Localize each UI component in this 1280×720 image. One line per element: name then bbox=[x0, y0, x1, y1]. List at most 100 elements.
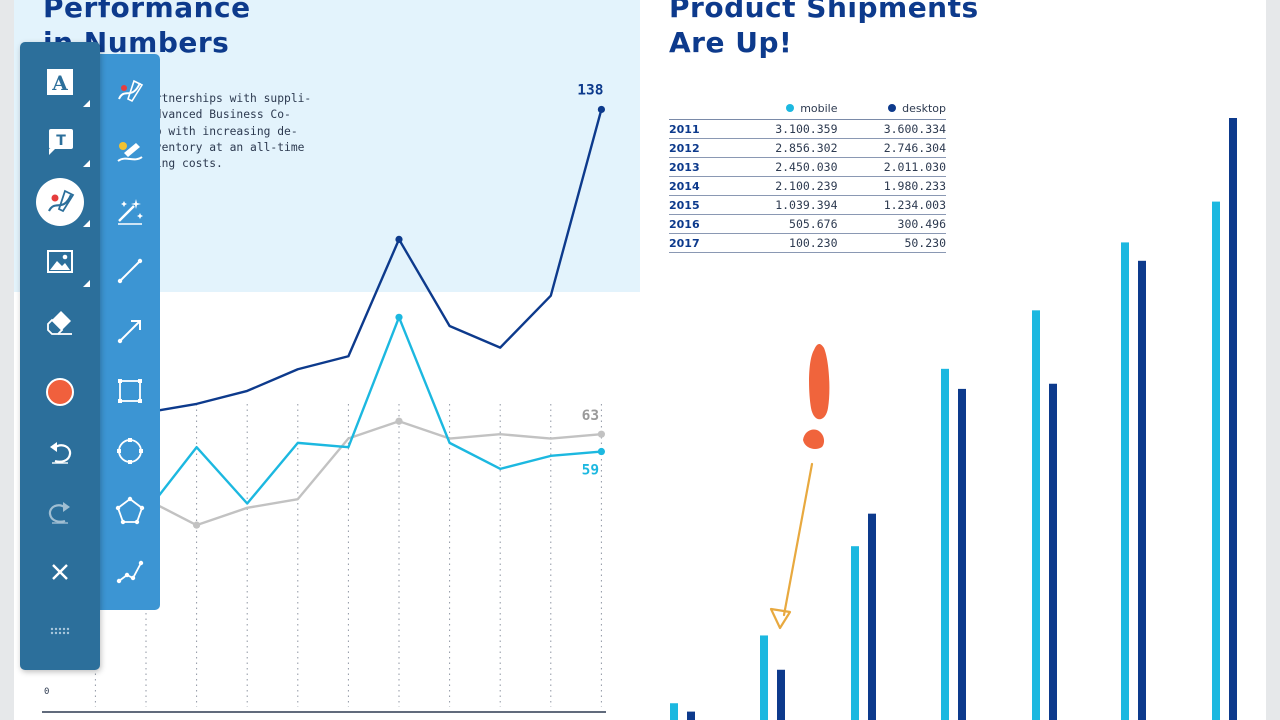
annotation-arrow-shaft bbox=[782, 462, 814, 617]
table-row: 2014 2.100.239 1.980.233 bbox=[669, 176, 946, 196]
right-title-line1: Product Shipments bbox=[669, 0, 979, 24]
pen-draw-tool[interactable] bbox=[110, 71, 150, 111]
svg-text:A: A bbox=[51, 71, 68, 95]
pen-tool-more[interactable] bbox=[83, 220, 90, 227]
annotation-exclamation bbox=[803, 344, 830, 449]
text-icon: A bbox=[47, 69, 73, 95]
text-tool[interactable]: A bbox=[40, 62, 90, 107]
polygon-tool[interactable] bbox=[110, 491, 150, 531]
image-icon bbox=[47, 250, 73, 273]
eraser-icon bbox=[47, 311, 72, 335]
bar-mobile bbox=[851, 546, 859, 720]
ellipse-icon bbox=[117, 438, 143, 464]
highlighter-tool[interactable] bbox=[110, 131, 150, 171]
text-box-tool[interactable]: T bbox=[40, 122, 90, 167]
table-cell-mobile: 2.100.239 bbox=[729, 176, 838, 196]
polyline-icon bbox=[116, 560, 144, 584]
line-series bbox=[145, 316, 602, 513]
line-series bbox=[145, 420, 602, 527]
annotation-exclamation-bar bbox=[809, 344, 830, 420]
arrow-tool[interactable] bbox=[110, 311, 150, 351]
close-button[interactable] bbox=[40, 552, 80, 592]
drag-handle-icon bbox=[50, 627, 70, 635]
right-title: Product Shipments Are Up! bbox=[669, 0, 979, 60]
rectangle-icon bbox=[118, 379, 142, 403]
intro-line: tic partnerships with suppli- bbox=[114, 92, 312, 105]
shape-flyout bbox=[100, 54, 160, 610]
line-tool[interactable] bbox=[110, 251, 150, 291]
table-cell-desktop: 50.230 bbox=[837, 233, 946, 253]
table-row: 2017 100.230 50.230 bbox=[669, 233, 946, 253]
redo-button[interactable] bbox=[40, 492, 80, 532]
bar-mobile bbox=[1212, 201, 1220, 720]
annotation-toolbar: A T bbox=[20, 42, 100, 670]
image-tool-more[interactable] bbox=[83, 280, 90, 287]
text-box-icon: T bbox=[49, 129, 73, 155]
table-row: 2015 1.039.394 1.234.003 bbox=[669, 195, 946, 215]
table-cell-mobile: 2.450.030 bbox=[729, 157, 838, 177]
text-box-tool-more[interactable] bbox=[83, 160, 90, 167]
table-cell-year: 2014 bbox=[669, 176, 729, 196]
bar-desktop bbox=[687, 711, 695, 720]
image-tool[interactable] bbox=[40, 242, 90, 287]
highlighter-icon bbox=[117, 142, 143, 162]
bar-desktop bbox=[1138, 260, 1146, 720]
table-row: 2011 3.100.359 3.600.334 bbox=[669, 119, 946, 139]
table-cell-desktop: 300.496 bbox=[837, 214, 946, 234]
line-chart-y-tick: 0 bbox=[44, 687, 49, 697]
table-cell-year: 2013 bbox=[669, 157, 729, 177]
text-tool-more[interactable] bbox=[83, 100, 90, 107]
line-icon bbox=[117, 258, 143, 284]
desktop-legend-label: desktop bbox=[902, 101, 946, 115]
record-button[interactable] bbox=[40, 372, 80, 412]
bar-mobile bbox=[1121, 242, 1129, 720]
table-header-mobile: mobile bbox=[729, 100, 838, 120]
ellipse-tool[interactable] bbox=[110, 431, 150, 471]
svg-text:T: T bbox=[56, 133, 66, 149]
table-row: 2012 2.856.302 2.746.304 bbox=[669, 138, 946, 158]
undo-icon bbox=[50, 442, 72, 464]
shipments-table: mobile desktop 2011 3.100.359 3.600.334 20… bbox=[669, 100, 946, 253]
table-cell-mobile: 1.039.394 bbox=[729, 195, 838, 215]
table-cell-year: 2012 bbox=[669, 138, 729, 158]
line-point bbox=[395, 313, 403, 321]
rectangle-tool[interactable] bbox=[110, 371, 150, 411]
redo-icon bbox=[48, 502, 70, 524]
undo-button[interactable] bbox=[40, 432, 80, 472]
table-row: 2013 2.450.030 2.011.030 bbox=[669, 157, 946, 177]
line-point bbox=[597, 447, 606, 456]
table-cell-year: 2011 bbox=[669, 119, 729, 139]
table-cell-mobile: 100.230 bbox=[729, 233, 838, 253]
annotation-arrow-head bbox=[769, 607, 792, 630]
table-cell-desktop: 1.234.003 bbox=[837, 195, 946, 215]
table-cell-year: 2016 bbox=[669, 214, 729, 234]
bar-desktop bbox=[1049, 383, 1057, 720]
table-cell-year: 2017 bbox=[669, 233, 729, 253]
table-cell-year: 2015 bbox=[669, 195, 729, 215]
mobile-legend-label: mobile bbox=[800, 101, 838, 115]
bar-mobile bbox=[670, 703, 678, 720]
table-cell-mobile: 3.100.359 bbox=[729, 119, 838, 139]
bar-desktop bbox=[777, 669, 785, 720]
line-end-label: 59 bbox=[582, 463, 599, 479]
eraser-tool[interactable] bbox=[40, 302, 80, 342]
table-header-row: mobile desktop bbox=[669, 100, 946, 120]
close-icon bbox=[52, 564, 68, 580]
line-point bbox=[193, 521, 201, 529]
table-header-year bbox=[669, 100, 729, 120]
bar-desktop bbox=[1229, 118, 1237, 720]
left-title-line1: Performance bbox=[43, 0, 251, 24]
record-icon bbox=[46, 378, 74, 406]
table-cell-mobile: 2.856.302 bbox=[729, 138, 838, 158]
pen-tool[interactable] bbox=[35, 177, 90, 227]
magic-wand-tool[interactable] bbox=[110, 191, 150, 231]
table-cell-desktop: 1.980.233 bbox=[837, 176, 946, 196]
line-point bbox=[395, 417, 403, 425]
polyline-tool[interactable] bbox=[110, 551, 150, 591]
table-cell-mobile: 505.676 bbox=[729, 214, 838, 234]
table-row: 2016 505.676 300.496 bbox=[669, 214, 946, 234]
table-cell-desktop: 3.600.334 bbox=[837, 119, 946, 139]
bar-mobile bbox=[760, 635, 768, 720]
toolbar-drag-handle[interactable] bbox=[40, 612, 80, 652]
annotation-arrow bbox=[769, 462, 814, 630]
